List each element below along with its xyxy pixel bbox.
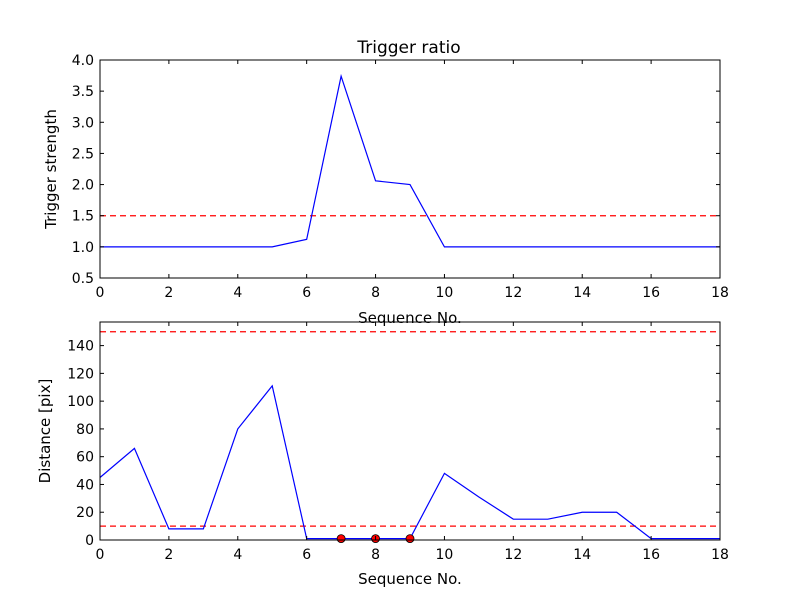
x-tick-label: 4 xyxy=(233,285,242,301)
y-tick-label: 100 xyxy=(67,394,94,410)
x-tick-label: 16 xyxy=(642,285,660,301)
x-tick-label: 14 xyxy=(573,285,591,301)
x-tick-label: 12 xyxy=(504,547,522,563)
y-tick-label: 2.5 xyxy=(72,146,94,162)
chart-title: Trigger ratio xyxy=(356,38,460,58)
y-tick-label: 20 xyxy=(76,505,94,521)
x-tick-label: 10 xyxy=(436,547,454,563)
y-tick-label: 1.0 xyxy=(72,240,94,256)
x-axis-label: Sequence No. xyxy=(358,570,462,588)
x-tick-label: 4 xyxy=(233,547,242,563)
y-tick-label: 3.0 xyxy=(72,115,94,131)
x-tick-label: 2 xyxy=(164,547,173,563)
y-tick-label: 40 xyxy=(76,477,94,493)
series-line xyxy=(100,73,720,248)
y-tick-label: 120 xyxy=(67,366,94,382)
y-tick-label: 80 xyxy=(76,422,94,438)
plot-frame xyxy=(99,321,721,541)
y-axis-label: Distance [pix] xyxy=(36,379,54,484)
y-tick-label: 3.5 xyxy=(72,84,94,100)
x-tick-label: 0 xyxy=(96,285,105,301)
x-tick-label: 8 xyxy=(371,285,380,301)
data-point-marker xyxy=(405,534,415,544)
y-tick-label: 60 xyxy=(76,450,94,466)
distance-plot: 0 2 4 6 8 10 12 14 16 18 0 20 40 60 80 100 120 140 Sequen… xyxy=(36,321,729,588)
data-point-marker xyxy=(336,534,346,544)
plot-frame xyxy=(99,59,721,279)
x-tick-label: 8 xyxy=(371,547,380,563)
y-axis-label: Trigger strength xyxy=(42,109,60,230)
y-tick-label: 4.0 xyxy=(72,53,94,69)
trigger-ratio-plot: Trigger ratio 0 2 4 6 8 10 12 14 16 18 0.5 1.0 1.5 2.… xyxy=(42,38,729,327)
y-tick-label: 0 xyxy=(85,533,94,549)
x-tick-label: 12 xyxy=(504,285,522,301)
x-tick-label: 18 xyxy=(711,547,729,563)
x-tick-label: 16 xyxy=(642,547,660,563)
x-tick-label: 6 xyxy=(302,285,311,301)
y-tick-label: 0.5 xyxy=(72,271,94,287)
x-tick-label: 0 xyxy=(96,547,105,563)
x-tick-label: 6 xyxy=(302,547,311,563)
x-tick-label: 2 xyxy=(164,285,173,301)
y-tick-label: 2.0 xyxy=(72,178,94,194)
x-tick-label: 10 xyxy=(436,285,454,301)
x-tick-label: 18 xyxy=(711,285,729,301)
x-tick-label: 14 xyxy=(573,547,591,563)
x-axis-label: Sequence No. xyxy=(358,309,462,327)
y-tick-label: 140 xyxy=(67,339,94,355)
y-tick-label: 1.5 xyxy=(72,209,94,225)
